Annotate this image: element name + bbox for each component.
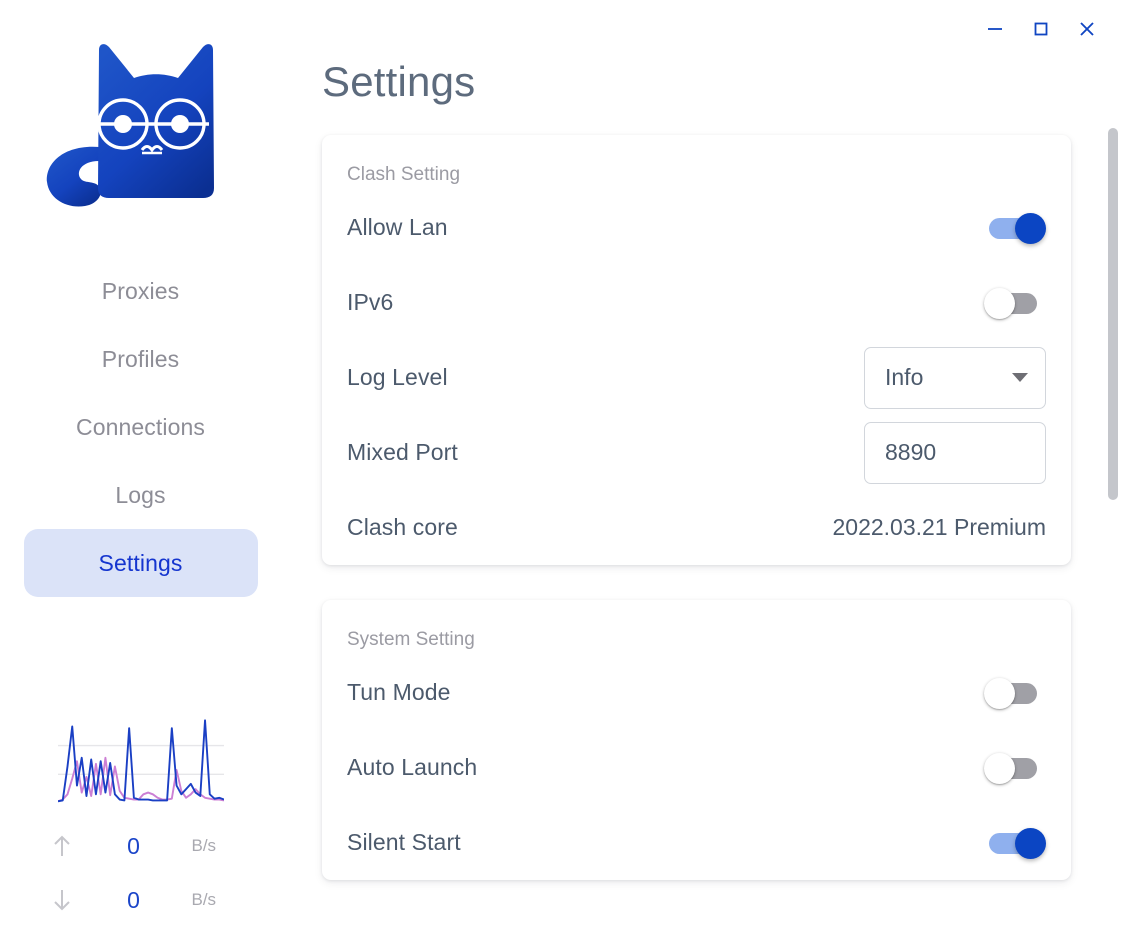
sidebar-item-proxies[interactable]: Proxies (24, 257, 258, 325)
app-logo (41, 22, 241, 227)
window-titlebar (924, 0, 1124, 58)
close-button[interactable] (1064, 9, 1110, 49)
toggle-thumb (984, 677, 1015, 709)
clash-setting-card: Clash Setting Allow Lan IPv6 Log Level (322, 135, 1071, 565)
row-mixed-port: Mixed Port (347, 415, 1046, 490)
minimize-button[interactable] (972, 9, 1018, 49)
sidebar-item-logs[interactable]: Logs (24, 461, 258, 529)
toggle-thumb (984, 752, 1015, 784)
traffic-chart (57, 712, 224, 807)
row-label: Clash core (347, 514, 458, 540)
sidebar-item-label: Profiles (101, 345, 180, 372)
sidebar-item-settings[interactable]: Settings (23, 529, 258, 597)
sidebar-item-label: Connections (76, 413, 205, 440)
row-auto-launch: Auto Launch (347, 730, 1046, 805)
row-label: Allow Lan (347, 214, 448, 240)
section-header-system: System Setting (347, 629, 475, 650)
main-content: Settings Clash Setting Allow Lan IPv6 Lo… (281, 0, 1124, 937)
auto-launch-toggle[interactable] (984, 749, 1046, 787)
clash-core-version: 2022.03.21 Premium (832, 514, 1046, 540)
tun-mode-toggle[interactable] (984, 674, 1046, 712)
close-icon (1076, 18, 1098, 40)
scrollbar[interactable] (1108, 0, 1118, 937)
sidebar-item-label: Proxies (101, 277, 180, 304)
row-label: Silent Start (347, 829, 461, 855)
toggle-thumb (984, 287, 1015, 319)
row-allow-lan: Allow Lan (347, 190, 1046, 265)
page-title: Settings (322, 58, 476, 105)
arrow-down-icon (48, 887, 76, 913)
row-label: Mixed Port (347, 439, 458, 465)
row-silent-start: Silent Start (347, 805, 1046, 880)
upload-speed-value: 0 (127, 832, 140, 859)
row-label: Auto Launch (347, 754, 478, 780)
mixed-port-input[interactable] (864, 421, 1046, 484)
row-log-level: Log Level Info (347, 340, 1046, 415)
maximize-icon (1030, 18, 1052, 40)
row-tun-mode: Tun Mode (347, 655, 1046, 730)
system-setting-card: System Setting Tun Mode Auto Launch Sile… (322, 600, 1071, 880)
download-speed-unit: B/s (191, 890, 217, 909)
upload-speed-unit: B/s (191, 836, 217, 855)
log-level-value: Info (885, 364, 924, 390)
maximize-button[interactable] (1018, 9, 1064, 49)
sidebar-item-label: Logs (115, 481, 166, 508)
chevron-down-icon (1012, 373, 1028, 382)
row-clash-core: Clash core 2022.03.21 Premium (347, 490, 1046, 565)
sidebar: Proxies Profiles Connections Logs Settin… (0, 0, 281, 937)
sidebar-nav: Proxies Profiles Connections Logs Settin… (0, 257, 281, 597)
log-level-select[interactable]: Info (864, 346, 1046, 409)
clash-verge-cat-logo-icon (41, 22, 241, 222)
download-speed-row: 0 B/s (48, 873, 234, 927)
minimize-icon (984, 18, 1006, 40)
download-speed-value: 0 (127, 886, 140, 913)
toggle-thumb (1015, 827, 1046, 859)
sidebar-item-profiles[interactable]: Profiles (24, 325, 258, 393)
ipv6-toggle[interactable] (984, 284, 1046, 322)
row-label: Log Level (347, 364, 448, 390)
sidebar-item-connections[interactable]: Connections (24, 393, 258, 461)
row-label: IPv6 (347, 289, 394, 315)
allow-lan-toggle[interactable] (984, 209, 1046, 247)
row-label: Tun Mode (347, 679, 451, 705)
row-ipv6: IPv6 (347, 265, 1046, 340)
traffic-widget: 0 B/s 0 B/s (0, 712, 281, 927)
toggle-thumb (1015, 212, 1046, 244)
scrollbar-thumb[interactable] (1108, 128, 1118, 500)
arrow-up-icon (48, 833, 76, 859)
upload-speed-row: 0 B/s (48, 819, 234, 873)
silent-start-toggle[interactable] (984, 824, 1046, 862)
section-header-clash: Clash Setting (347, 164, 461, 185)
sidebar-item-label: Settings (98, 549, 183, 576)
